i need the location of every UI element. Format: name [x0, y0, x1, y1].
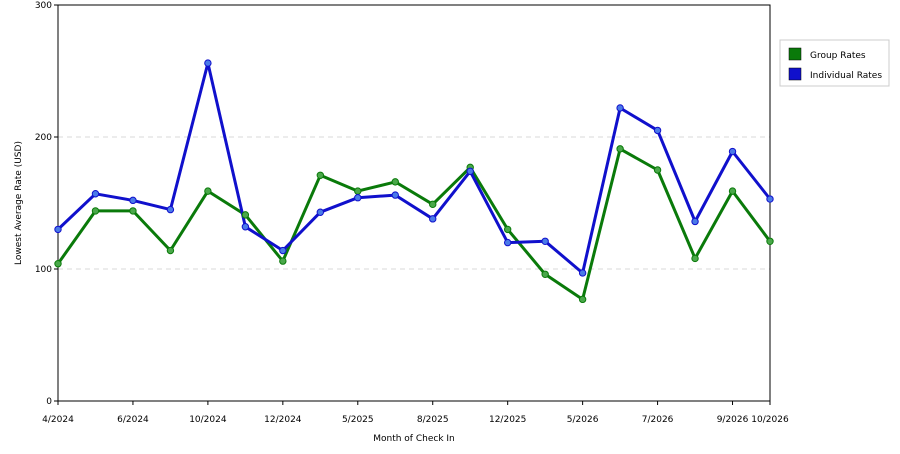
data-point: [429, 215, 437, 223]
data-point: [241, 223, 250, 231]
plot-frame: [57, 4, 771, 402]
legend: Group Rates Individual Rates: [779, 39, 890, 87]
series-markers: [54, 59, 774, 304]
data-point: [653, 126, 662, 135]
data-point: [429, 200, 437, 209]
data-point: [129, 196, 137, 205]
data-point: [541, 270, 549, 278]
x-tick-label: 5/2026: [567, 415, 599, 425]
data-point: [166, 246, 175, 255]
data-point: [616, 145, 624, 153]
data-point: [766, 237, 774, 245]
x-tick-label: 9/2026: [717, 415, 749, 425]
data-point: [316, 208, 325, 216]
legend-swatch: [788, 47, 802, 61]
data-point: [354, 194, 362, 202]
data-point: [466, 167, 474, 176]
data-point: [54, 225, 62, 234]
data-point: [616, 104, 624, 112]
y-axis: 0 100 200 300: [35, 1, 58, 407]
data-point: [129, 207, 137, 215]
y-tick-label: 200: [35, 133, 52, 143]
y-tick-label: 100: [35, 265, 52, 275]
x-axis: 4/2024 6/2024 10/2024 12/2024 5/2025 8/2025 12…: [42, 401, 789, 425]
data-point: [204, 59, 212, 67]
x-tick-label: 10/2024: [189, 415, 227, 425]
data-point: [204, 187, 212, 195]
data-point: [354, 187, 362, 195]
data-point: [728, 147, 737, 156]
series-lines: [56, 61, 772, 301]
x-tick-label: 4/2024: [42, 415, 74, 425]
data-point: [91, 190, 100, 198]
data-point: [653, 166, 662, 174]
legend-label: Individual Rates: [810, 71, 882, 81]
data-point: [766, 195, 774, 203]
x-tick-label: 5/2025: [342, 415, 374, 425]
data-point: [241, 211, 250, 219]
grid-lines: [58, 136, 770, 270]
x-tick-label: 8/2025: [417, 415, 449, 425]
data-point: [391, 178, 399, 186]
data-point: [728, 187, 737, 195]
data-point: [691, 254, 699, 263]
y-tick-label: 300: [35, 1, 52, 11]
data-point: [279, 246, 287, 255]
y-axis-label: Lowest Average Rate (USD): [14, 141, 24, 265]
x-tick-label: 12/2024: [264, 415, 302, 425]
legend-swatch: [788, 67, 802, 81]
data-point: [391, 191, 399, 199]
series-line-individual-rates: [56, 61, 772, 275]
legend-label: Group Rates: [810, 51, 866, 61]
series-line-group-rates: [56, 147, 772, 301]
x-tick-label: 12/2025: [489, 415, 526, 425]
data-point: [166, 205, 175, 214]
x-tick-label: 7/2026: [642, 415, 674, 425]
data-point: [54, 260, 62, 268]
data-point: [279, 257, 287, 265]
x-tick-label: 10/2026: [751, 415, 789, 425]
x-tick-label: 6/2024: [117, 415, 149, 425]
data-point: [316, 171, 325, 179]
data-point: [541, 237, 549, 245]
data-point: [503, 238, 512, 247]
data-point: [691, 217, 699, 226]
y-tick-label: 0: [46, 397, 52, 407]
data-point: [578, 295, 587, 304]
data-point: [578, 269, 587, 277]
data-point: [503, 225, 512, 234]
x-axis-label: Month of Check In: [373, 434, 455, 444]
data-point: [91, 207, 100, 215]
